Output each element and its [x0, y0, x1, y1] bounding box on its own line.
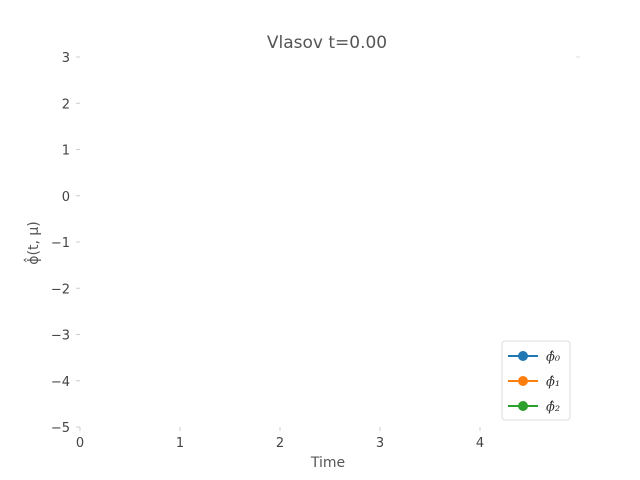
- y-tick-label: 2: [62, 97, 70, 112]
- y-tick-label: 1: [62, 144, 70, 159]
- x-tick-label: 4: [476, 436, 484, 451]
- y-axis-ticks: 3 2 1 0 −1 −2 −3 −4 −5: [51, 51, 580, 436]
- legend-label: ϕ̂₀: [546, 350, 561, 365]
- chart-title: Vlasov t=0.00: [267, 33, 387, 53]
- legend: ϕ̂₀ ϕ̂₁ ϕ̂₂: [501, 340, 571, 421]
- legend-label: ϕ̂₁: [546, 375, 560, 390]
- legend-label: ϕ̂₂: [546, 400, 560, 415]
- x-tick-label: 3: [376, 436, 384, 451]
- y-tick-label: −3: [51, 329, 70, 344]
- x-axis-label: Time: [310, 455, 345, 471]
- y-tick-label: −4: [51, 375, 70, 390]
- x-axis-ticks: 0 1 2 3 4: [76, 427, 484, 451]
- legend-marker: [518, 351, 528, 361]
- y-tick-label: −5: [51, 421, 70, 436]
- x-tick-label: 0: [76, 436, 84, 451]
- legend-marker: [518, 376, 528, 386]
- y-tick-label: 3: [62, 51, 70, 66]
- legend-marker: [518, 401, 528, 411]
- y-tick-label: 0: [62, 190, 70, 205]
- y-tick-label: −2: [51, 282, 70, 297]
- x-tick-label: 1: [176, 436, 184, 451]
- y-tick-label: −1: [51, 236, 70, 251]
- y-axis-label: ϕ̂(t, μ): [23, 221, 42, 264]
- x-tick-label: 2: [276, 436, 284, 451]
